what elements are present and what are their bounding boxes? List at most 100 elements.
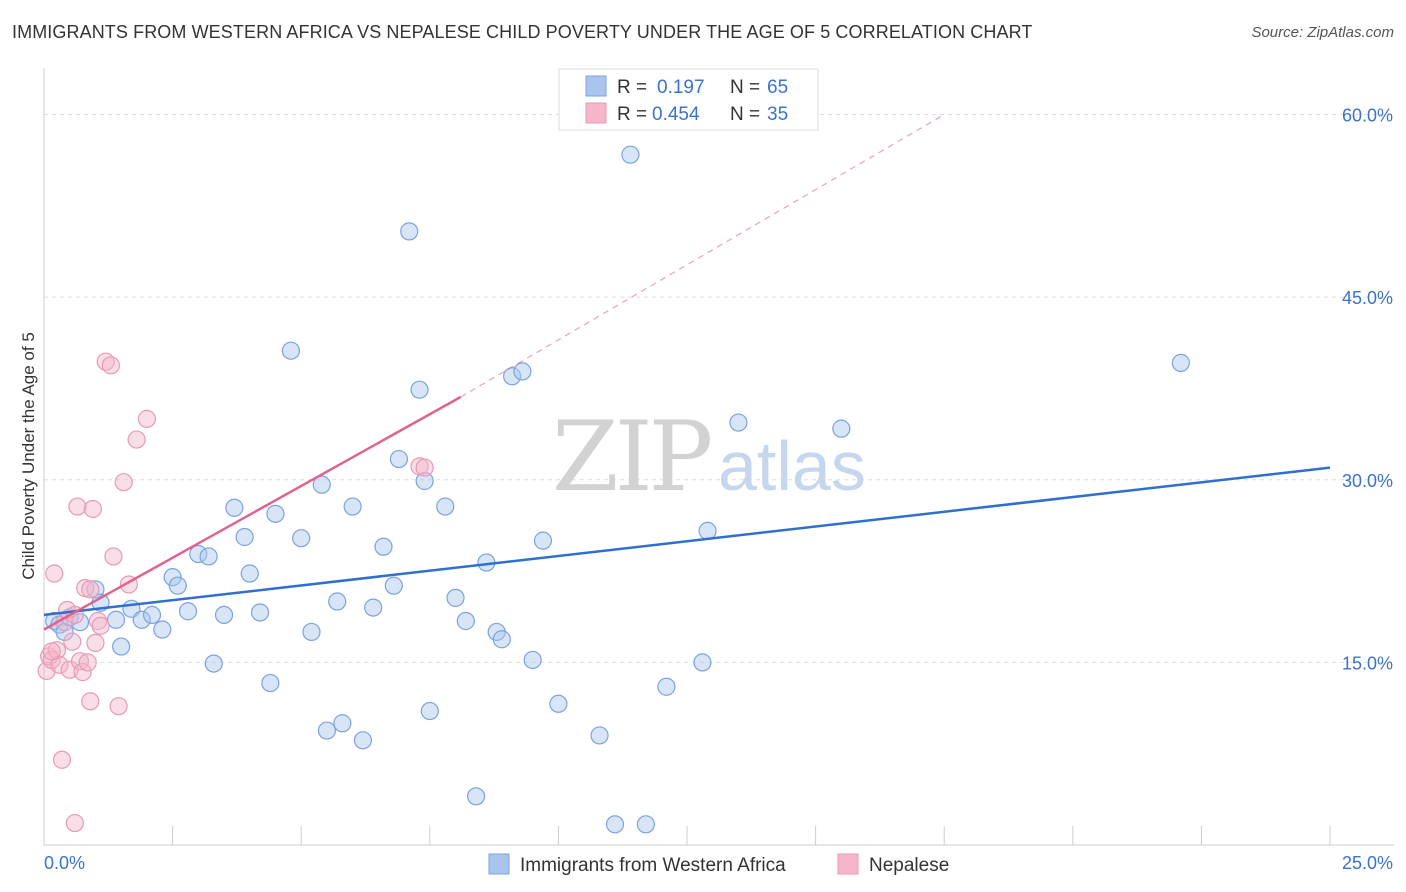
axes xyxy=(43,68,1394,846)
y-tick-label: 60.0% xyxy=(1342,106,1393,126)
blue-point xyxy=(636,815,655,834)
blue-point xyxy=(199,547,218,566)
legend-n-value-pink: 35 xyxy=(767,104,788,125)
pink-point xyxy=(70,652,90,671)
trend-line-blue xyxy=(43,466,1331,617)
blue-point xyxy=(832,419,851,438)
blue-point xyxy=(446,588,465,607)
bottom-legend-swatch-pink xyxy=(837,853,859,875)
pink-point xyxy=(114,473,133,492)
legend-r-value-blue: 0.197 xyxy=(657,77,705,98)
legend: R = 0.197 N = 65 R = 0.454 N = 35 xyxy=(558,68,819,131)
watermark-zip: ZIP xyxy=(552,401,711,513)
pink-point xyxy=(50,655,69,674)
pink-point xyxy=(45,564,64,583)
y-axis-label: Child Poverty Under the Age of 5 xyxy=(19,332,38,580)
blue-point xyxy=(353,731,373,750)
blue-point xyxy=(729,413,748,432)
blue-point xyxy=(466,787,486,806)
blue-point xyxy=(549,694,568,713)
blue-point xyxy=(112,637,131,656)
y-tick-labels: 15.0% 30.0% 45.0% 60.0% xyxy=(1342,106,1393,674)
pink-point xyxy=(101,356,120,375)
pink-point xyxy=(104,547,123,566)
blue-point xyxy=(436,497,455,516)
blue-point xyxy=(605,815,625,834)
x-tick-label-min: 0.0% xyxy=(44,853,85,873)
x-tick-label-max: 25.0% xyxy=(1342,853,1393,873)
trend-line-pink xyxy=(43,395,462,631)
pink-point xyxy=(86,633,105,653)
pink-point xyxy=(91,616,110,635)
legend-swatch-pink xyxy=(585,102,607,124)
blue-point xyxy=(698,521,717,540)
blue-point xyxy=(250,603,270,622)
chart-source: Source: ZipAtlas.com xyxy=(1251,24,1394,41)
pink-point xyxy=(63,632,82,651)
y-tick-label: 45.0% xyxy=(1342,288,1393,308)
y-tick-label: 15.0% xyxy=(1342,653,1393,673)
blue-point xyxy=(400,222,419,241)
blue-point xyxy=(1171,353,1190,372)
blue-point xyxy=(168,576,187,595)
blue-point xyxy=(410,380,429,399)
pink-point xyxy=(81,692,100,711)
blue-point xyxy=(384,576,403,595)
watermark: ZIP atlas xyxy=(552,401,866,513)
y-tick-label: 30.0% xyxy=(1342,471,1393,491)
legend-r-label-blue: R = xyxy=(617,77,647,98)
legend-n-label-pink: N = xyxy=(730,104,760,125)
legend-n-label-blue: N = xyxy=(730,77,760,98)
blue-point xyxy=(693,653,712,672)
pink-point xyxy=(65,813,84,833)
blue-point xyxy=(328,592,347,611)
blue-point xyxy=(240,564,259,583)
blue-point xyxy=(503,367,522,386)
blue-point xyxy=(302,622,321,642)
pink-point xyxy=(78,653,97,672)
blue-point xyxy=(657,677,676,696)
blue-point xyxy=(420,701,439,721)
pink-point xyxy=(52,750,72,769)
blue-point xyxy=(225,498,244,517)
watermark-atlas: atlas xyxy=(718,427,866,505)
legend-r-value-pink: 0.454 xyxy=(652,104,700,125)
blue-point xyxy=(204,654,223,673)
trend-line-pink-extension xyxy=(460,114,945,398)
pink-point xyxy=(415,458,434,477)
pink-point xyxy=(68,497,87,516)
pink-point xyxy=(42,642,61,661)
blue-point xyxy=(523,650,542,670)
blue-point xyxy=(364,598,383,617)
blue-point xyxy=(333,714,352,733)
blue-point xyxy=(235,527,254,547)
blue-point xyxy=(389,449,409,469)
pink-point xyxy=(127,430,146,449)
blue-point xyxy=(317,721,337,740)
blue-point xyxy=(590,726,609,745)
bottom-legend-swatch-blue xyxy=(488,853,510,875)
blue-point xyxy=(533,531,553,550)
blue-point xyxy=(178,602,198,621)
blue-point xyxy=(292,529,311,548)
legend-swatch-blue xyxy=(585,75,607,97)
pink-point xyxy=(83,499,102,519)
blue-point xyxy=(621,145,640,164)
series-points xyxy=(37,145,1190,834)
blue-point xyxy=(281,341,301,360)
bottom-legend-label-blue: Immigrants from Western Africa xyxy=(520,855,786,876)
legend-r-label-pink: R = xyxy=(617,104,647,125)
blue-point xyxy=(492,630,511,649)
blue-point xyxy=(153,620,172,639)
blue-point xyxy=(163,568,182,587)
trend-lines xyxy=(43,114,1331,631)
legend-n-value-blue: 65 xyxy=(767,77,788,98)
blue-point xyxy=(513,362,532,381)
blue-point xyxy=(266,504,285,523)
pink-point xyxy=(109,697,128,716)
pink-point xyxy=(88,611,108,631)
x-ticks xyxy=(172,826,1331,845)
blue-point xyxy=(142,605,162,625)
chart-title: IMMIGRANTS FROM WESTERN AFRICA VS NEPALE… xyxy=(12,22,1033,42)
